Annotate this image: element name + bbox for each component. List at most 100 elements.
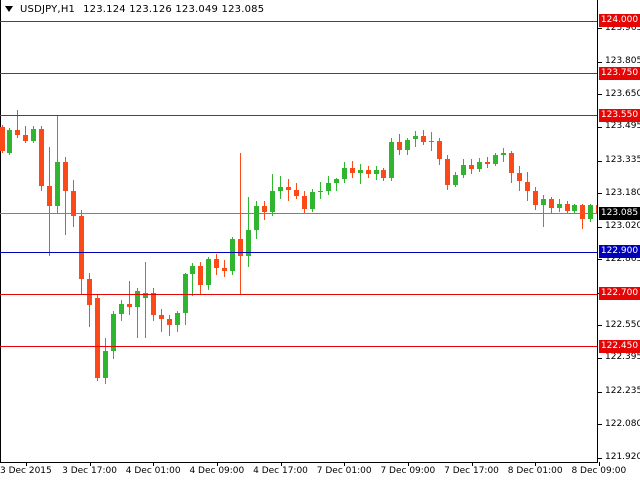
candle-body [7,130,13,154]
plot-bottom-border [0,462,598,463]
candle-body [397,141,403,150]
price-tick-mark [598,126,602,128]
price-tick-label: 123.805 [605,56,640,67]
time-tick-label: 7 Dec 17:00 [444,466,499,476]
candle-body [325,182,331,191]
candle-body [39,129,45,186]
candle-wick [136,287,138,338]
price-tick-mark [598,424,602,426]
candle-body [445,159,451,185]
price-tick-mark [598,391,602,393]
candle-body [158,314,164,320]
price-level-line-124.000[interactable] [0,20,597,22]
candle-body [357,169,363,174]
chart-dropdown-triangle-icon[interactable] [5,6,13,12]
price-tick-label: 123.495 [605,121,640,132]
candle-body [174,312,180,326]
price-tick-mark [598,193,602,195]
price-tick-mark [598,160,602,162]
candle-body [126,304,132,308]
time-tick-mark [280,462,282,466]
candle-body [437,140,443,160]
time-tick-label: 3 Dec 17:00 [62,466,117,476]
chart-plot-area[interactable] [0,0,597,462]
price-axis[interactable]: 123.965 123.805 123.650 123.495 123.335 123.1… [598,0,640,462]
candle-body [453,175,459,185]
candle-body [492,155,498,164]
candle-wick [160,308,162,332]
candle-body [95,298,100,378]
price-tick-mark [598,457,602,459]
time-tick-label: 7 Dec 01:00 [316,466,372,476]
price-tick-label: 122.080 [605,418,640,429]
price-level-line-122.450[interactable] [0,346,597,348]
candle-body [254,205,260,230]
plot-left-border [0,0,1,462]
candle-body [524,181,530,191]
price-tick-mark [598,259,602,261]
candle-body [31,129,37,141]
price-tick-label: 122.865 [605,253,640,264]
price-level-line-123.550[interactable] [0,115,597,117]
candle-wick [144,262,146,338]
candle-body [270,190,276,212]
time-tick-mark [344,462,346,466]
candle-body [469,164,475,169]
candle-body [341,167,347,180]
price-tick-label: 122.235 [605,386,640,396]
candle-wick [542,195,544,227]
candle-wick [287,179,289,202]
candle-body [389,141,395,179]
price-tick-mark [598,357,602,359]
time-tick-label: 4 Dec 17:00 [253,466,308,476]
candle-body [596,204,597,213]
chart-symbol-period: USDJPY,H1 [20,3,76,15]
candle-body [71,190,77,217]
candle-body [134,290,140,308]
candle-wick [17,110,19,139]
candle-body [15,130,21,136]
price-level-badge-122.700: 122.700 [599,287,640,301]
candle-body [238,239,244,257]
candle-body [461,164,467,176]
candle-wick [240,153,242,294]
candle-body [301,196,307,209]
time-tick-mark [407,462,409,466]
candle-body [0,126,5,152]
candle-body [564,203,570,211]
candle-wick [335,178,337,191]
price-level-line-122.700[interactable] [0,293,597,295]
candle-body [230,239,236,271]
candle-body [540,199,546,205]
candle-body [55,161,61,206]
candle-body [588,204,594,220]
price-tick-label: 123.965 [605,22,640,33]
candle-body [142,292,148,299]
candle-body [548,199,554,208]
price-tick-label: 123.335 [605,155,640,165]
candle-body [63,161,69,191]
price-level-line-122.900[interactable] [0,251,597,253]
price-tick-label: 122.395 [605,352,640,363]
candle-body [79,216,85,280]
price-tick-label: 123.180 [605,187,640,198]
price-tick-mark [598,226,602,228]
candle-body [285,186,291,190]
price-level-badge-122.900: 122.900 [599,245,640,259]
candle-body [373,169,379,175]
candle-body [421,136,427,142]
plot-right-border [597,0,598,462]
price-level-line-123.750[interactable] [0,73,597,75]
candle-wick [25,125,27,143]
candle-wick [168,314,170,336]
candle-body [206,259,212,286]
candle-body [182,273,188,313]
candle-wick [192,263,194,296]
candle-body [118,304,124,314]
candle-wick [359,163,361,184]
candle-body [150,292,156,315]
time-axis[interactable]: 3 Dec 2015 3 Dec 17:00 4 Dec 01:00 4 Dec 09… [0,462,640,480]
candle-body [317,190,323,193]
candle-body [413,136,419,140]
